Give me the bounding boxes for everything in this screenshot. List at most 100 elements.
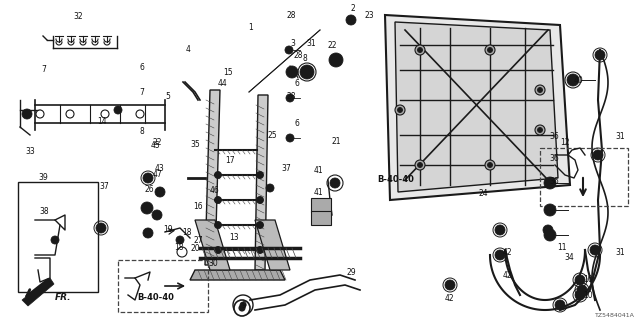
Circle shape — [51, 236, 59, 244]
Polygon shape — [190, 270, 285, 280]
Text: 47: 47 — [152, 170, 162, 179]
Text: 28: 28 — [287, 92, 296, 101]
Text: 18: 18 — [182, 228, 192, 237]
Text: 23: 23 — [365, 11, 374, 20]
Circle shape — [96, 223, 106, 233]
Circle shape — [415, 45, 425, 55]
Circle shape — [143, 228, 153, 238]
Circle shape — [397, 108, 403, 113]
Text: B-40-40: B-40-40 — [138, 293, 175, 302]
FancyBboxPatch shape — [311, 198, 331, 212]
Text: 3: 3 — [290, 39, 295, 48]
Circle shape — [555, 300, 565, 310]
Text: 6: 6 — [294, 79, 300, 88]
Circle shape — [330, 178, 340, 188]
Text: 28: 28 — [293, 51, 303, 60]
Polygon shape — [22, 278, 54, 306]
Circle shape — [445, 280, 455, 290]
Circle shape — [155, 187, 165, 197]
Polygon shape — [205, 90, 220, 265]
Circle shape — [535, 125, 545, 135]
Text: 22: 22 — [152, 138, 162, 147]
Text: 37: 37 — [282, 164, 291, 172]
Circle shape — [141, 202, 153, 214]
Text: 28: 28 — [287, 11, 296, 20]
Text: 43: 43 — [155, 164, 164, 173]
Polygon shape — [395, 22, 558, 192]
Text: 6: 6 — [140, 63, 145, 72]
Text: 18: 18 — [174, 243, 184, 252]
Circle shape — [575, 290, 585, 300]
Circle shape — [544, 229, 556, 241]
Circle shape — [417, 163, 422, 167]
Text: 25: 25 — [268, 131, 277, 140]
Circle shape — [346, 15, 356, 25]
Text: 16: 16 — [193, 202, 203, 211]
Text: 36: 36 — [549, 177, 559, 186]
Text: 6: 6 — [294, 119, 300, 128]
Circle shape — [214, 196, 221, 204]
Text: 9: 9 — [242, 301, 247, 310]
Polygon shape — [195, 220, 230, 270]
Text: B-40-40: B-40-40 — [378, 175, 415, 184]
Text: 8: 8 — [140, 127, 144, 136]
Text: 35: 35 — [191, 140, 200, 149]
Circle shape — [567, 74, 579, 86]
Circle shape — [101, 110, 109, 118]
Text: 1: 1 — [248, 23, 253, 32]
Circle shape — [488, 47, 493, 52]
Text: 17: 17 — [225, 156, 235, 165]
Circle shape — [495, 250, 505, 260]
Circle shape — [485, 45, 495, 55]
Text: 39: 39 — [38, 173, 48, 182]
Text: 30: 30 — [208, 260, 218, 268]
Circle shape — [329, 53, 343, 67]
Circle shape — [538, 127, 543, 132]
Text: 19: 19 — [163, 225, 173, 234]
Circle shape — [22, 109, 32, 119]
Text: 42: 42 — [445, 294, 454, 303]
Text: 41: 41 — [314, 166, 323, 175]
Circle shape — [214, 172, 221, 179]
Text: 7: 7 — [42, 65, 47, 74]
Circle shape — [544, 177, 556, 189]
Text: 10: 10 — [584, 276, 593, 284]
Circle shape — [495, 225, 505, 235]
Circle shape — [488, 163, 493, 167]
Text: 33: 33 — [26, 147, 35, 156]
FancyBboxPatch shape — [311, 211, 331, 225]
Text: 38: 38 — [40, 207, 49, 216]
Circle shape — [66, 110, 74, 118]
Text: 20: 20 — [191, 244, 200, 252]
Circle shape — [417, 47, 422, 52]
Polygon shape — [385, 15, 570, 200]
Text: 42: 42 — [502, 271, 512, 280]
Text: 11: 11 — [557, 243, 566, 252]
Circle shape — [538, 87, 543, 92]
Text: 15: 15 — [223, 68, 232, 77]
Text: 5: 5 — [165, 92, 170, 100]
Text: 32: 32 — [74, 12, 83, 21]
Circle shape — [590, 245, 600, 255]
Text: 40: 40 — [574, 76, 584, 85]
Text: 31: 31 — [306, 39, 316, 48]
Circle shape — [286, 94, 294, 102]
Circle shape — [234, 300, 250, 316]
Text: 36: 36 — [549, 132, 559, 141]
Text: 46: 46 — [210, 186, 220, 195]
Circle shape — [543, 225, 553, 235]
Text: 22: 22 — [328, 41, 337, 50]
Text: 13: 13 — [229, 233, 239, 242]
Circle shape — [415, 160, 425, 170]
Circle shape — [286, 134, 294, 142]
Polygon shape — [255, 95, 268, 270]
Circle shape — [577, 285, 587, 295]
Text: TZ5484041A: TZ5484041A — [595, 313, 635, 318]
Text: 41: 41 — [314, 188, 323, 197]
Circle shape — [176, 236, 184, 244]
Circle shape — [535, 85, 545, 95]
Text: 27: 27 — [193, 236, 203, 245]
Text: 36: 36 — [549, 154, 559, 163]
Circle shape — [214, 246, 221, 253]
Text: 21: 21 — [332, 137, 341, 146]
